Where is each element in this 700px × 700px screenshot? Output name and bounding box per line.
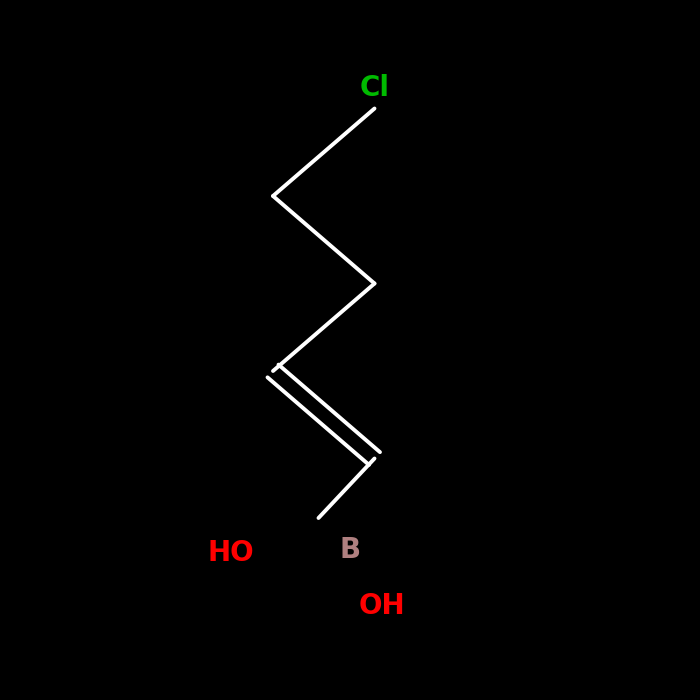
- Text: B: B: [340, 536, 360, 564]
- Text: Cl: Cl: [360, 74, 389, 102]
- Text: OH: OH: [358, 592, 405, 620]
- Text: HO: HO: [208, 539, 254, 567]
